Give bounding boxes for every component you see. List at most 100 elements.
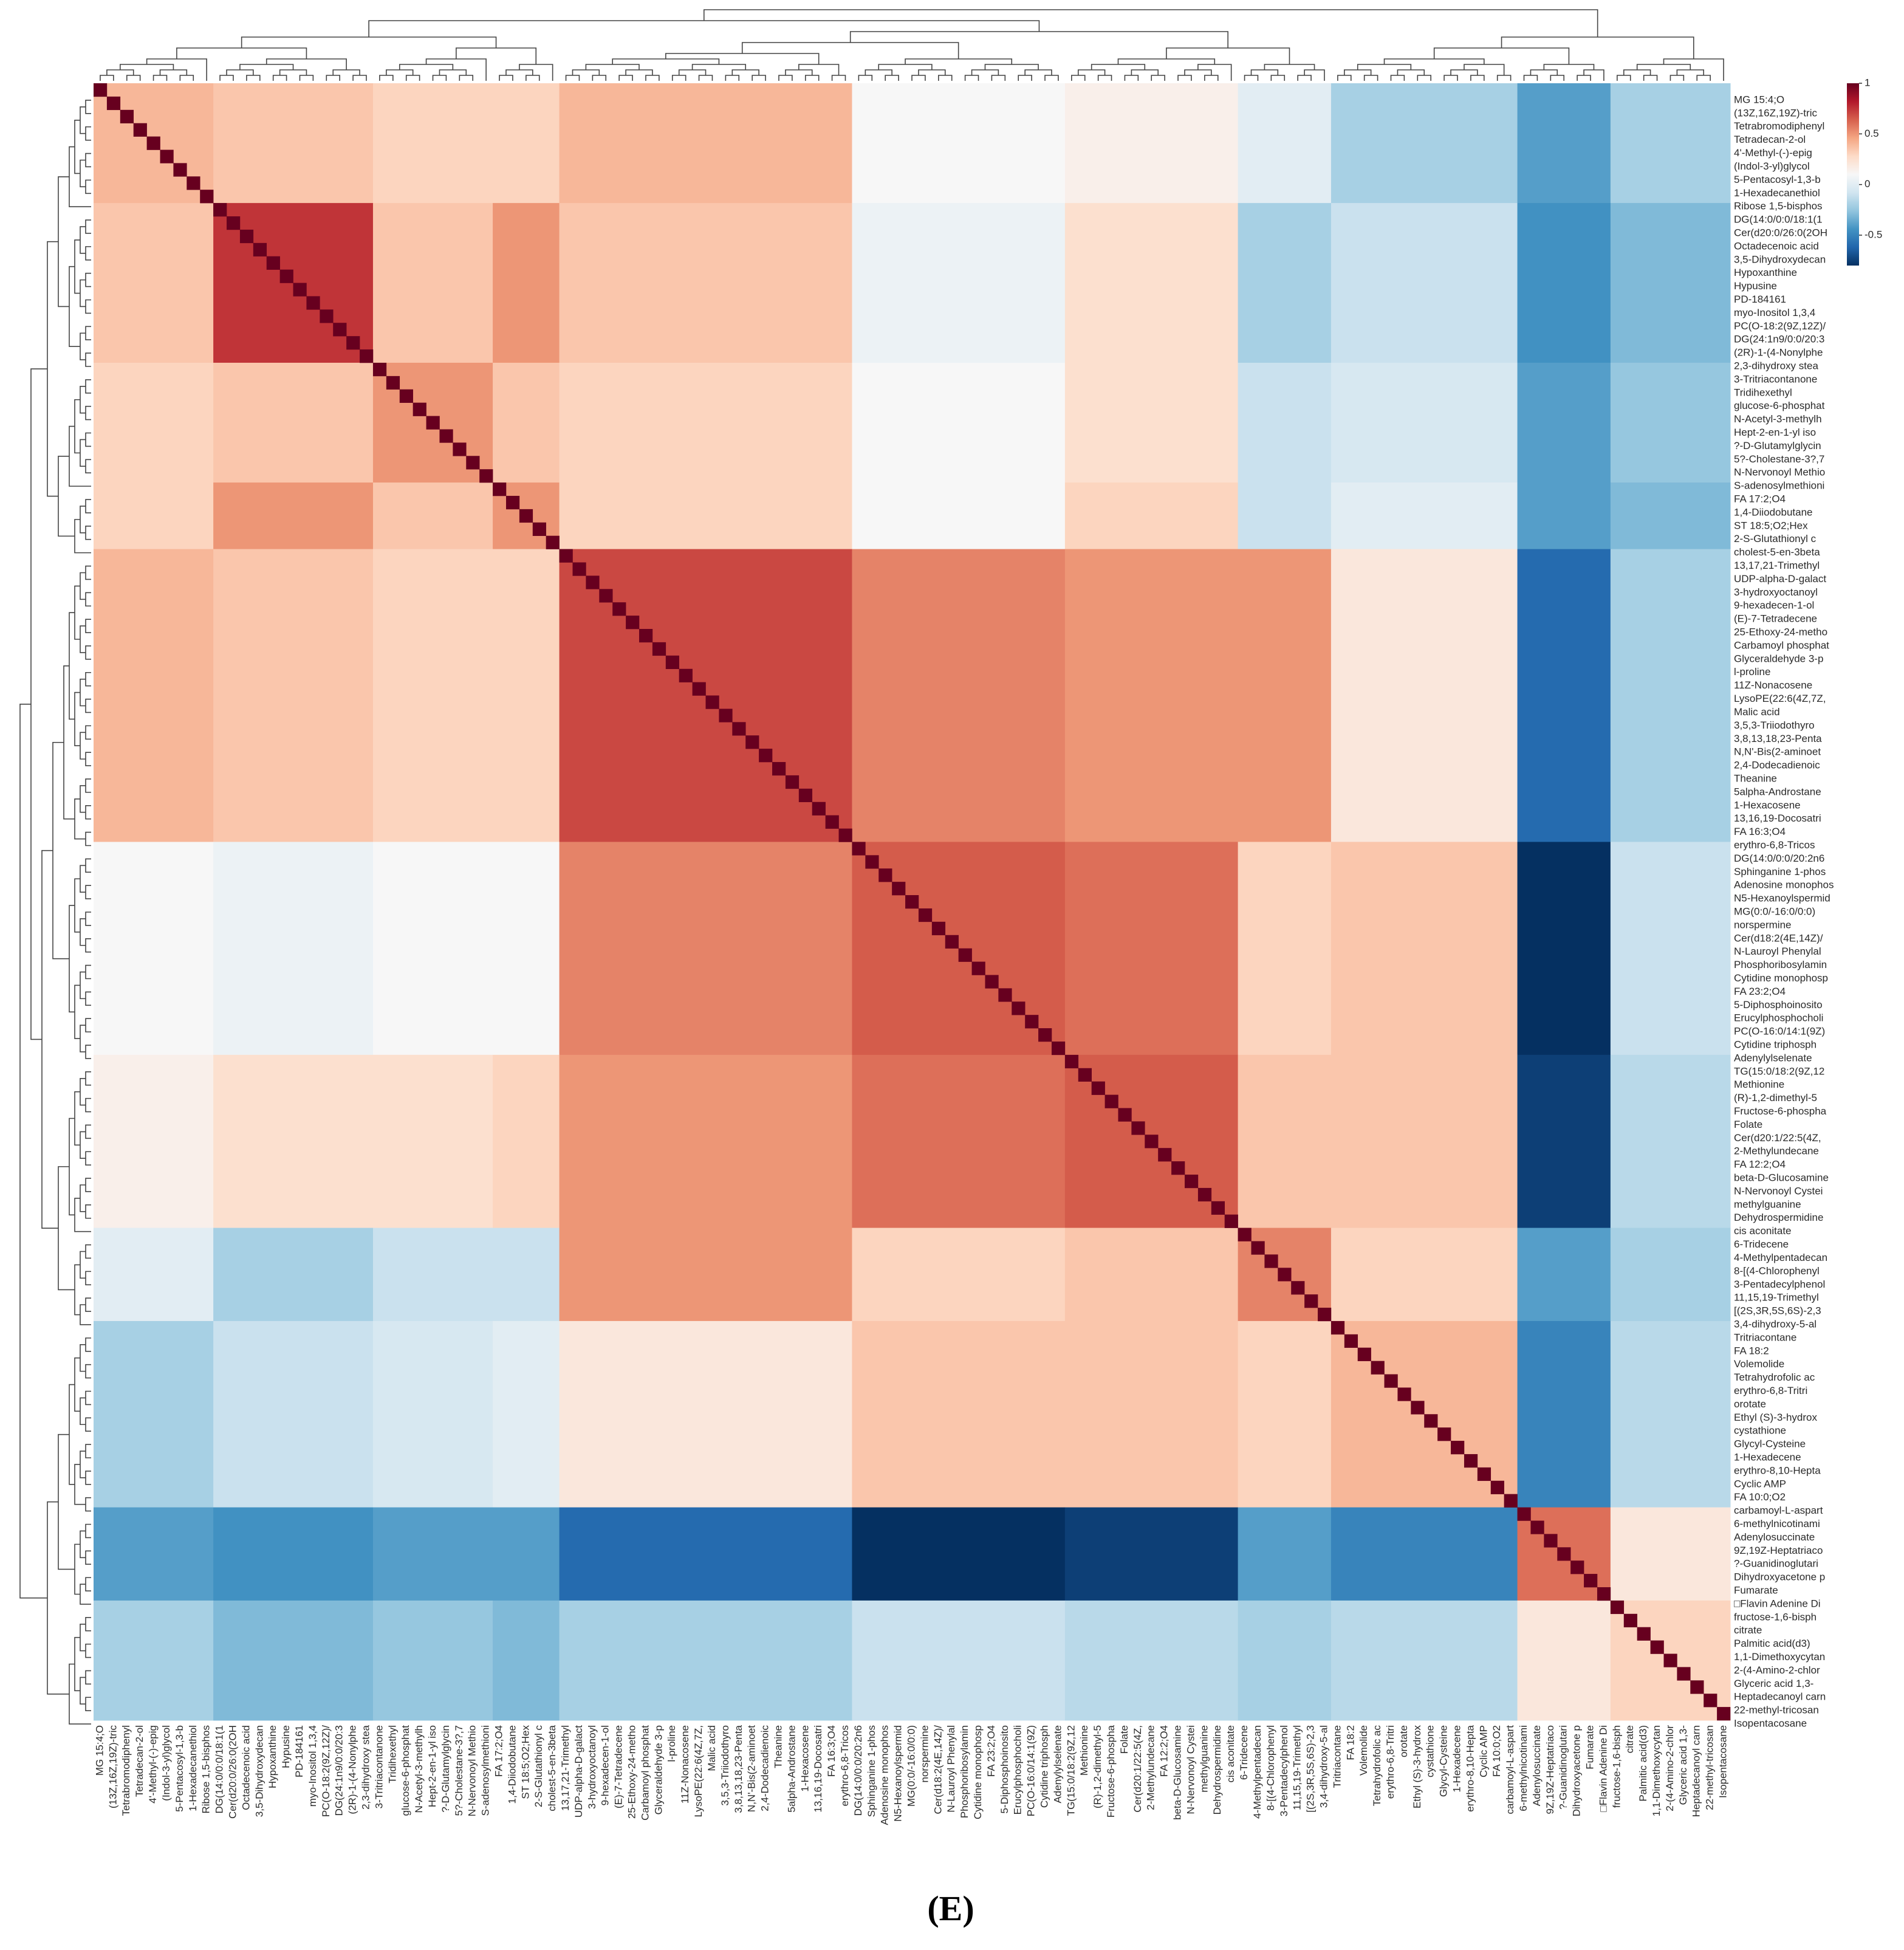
- diagonal-cell: [439, 429, 453, 443]
- diagonal-cell: [1038, 1028, 1052, 1042]
- row-label: Dehydrospermidine: [1734, 1212, 1823, 1223]
- heatmap-block: [372, 1507, 493, 1601]
- diagonal-cell: [1451, 1441, 1465, 1455]
- row-label: 5?-Cholestane-3?,7: [1734, 453, 1824, 465]
- diagonal-cell: [931, 921, 946, 936]
- diagonal-cell: [1251, 1241, 1265, 1255]
- column-label: Heptadecanoyl carn: [1691, 1725, 1702, 1817]
- heatmap-block: [1064, 482, 1239, 550]
- row-label: N-Nervonoyl Cystei: [1734, 1185, 1823, 1196]
- row-label: DG(14:0/0:0/18:1(1: [1734, 214, 1823, 225]
- column-label: (Indol-3-yl)glycol: [160, 1725, 172, 1801]
- dendrogram-line: [459, 75, 474, 81]
- row-label: 5-Pentacosyl-1,3-b: [1734, 174, 1821, 185]
- dendrogram-line: [1091, 64, 1146, 70]
- dendrogram-line: [52, 741, 69, 960]
- heatmap-block: [1238, 482, 1332, 550]
- diagonal-cell: [1211, 1201, 1225, 1215]
- column-label: Volemolide: [1358, 1725, 1369, 1776]
- column-label: 2-(4-Amino-2-chlor: [1664, 1725, 1676, 1811]
- dendrogram-line: [432, 75, 447, 81]
- dendrogram-line: [74, 1636, 80, 1692]
- dendrogram-line: [405, 75, 420, 81]
- diagonal-cell: [1663, 1653, 1677, 1667]
- dendrogram-line: [80, 279, 86, 307]
- diagonal-cell: [1064, 1054, 1079, 1069]
- column-label: 1,1-Dimethoxycytan: [1651, 1725, 1662, 1816]
- row-label: 22-methyl-tricosan: [1734, 1705, 1819, 1716]
- heatmap-block: [1610, 203, 1731, 363]
- dendrogram-line: [505, 69, 533, 75]
- diagonal-cell: [505, 495, 520, 510]
- column-label: Cer(d20:1/22:5(4Z,: [1132, 1725, 1143, 1813]
- column-label: 5alpha-Androstane: [786, 1725, 797, 1813]
- heatmap-block: [213, 842, 374, 1056]
- row-label: Cer(d20:1/22:5(4Z,: [1734, 1132, 1821, 1144]
- dendrogram-line: [80, 106, 86, 134]
- column-label: Glyceraldehyde 3-p: [652, 1725, 664, 1814]
- diagonal-cell: [1411, 1401, 1425, 1415]
- column-label: 3,5,3-Triiodothyro: [719, 1725, 731, 1806]
- dendrogram-line: [1131, 69, 1159, 75]
- heatmap-block: [1610, 83, 1731, 204]
- dendrogram-line: [85, 1643, 91, 1658]
- dendrogram-line: [1250, 69, 1279, 75]
- diagonal-cell: [1424, 1414, 1438, 1428]
- heatmap-block: [1610, 482, 1731, 550]
- column-label: N,N'-Bis(2-aminoet: [746, 1725, 758, 1812]
- row-label: erythro-8,10-Hepta: [1734, 1464, 1821, 1476]
- row-label: Malic acid: [1734, 706, 1780, 718]
- column-label: Theanine: [772, 1725, 784, 1768]
- column-label: DG(14:0/0:0/20:2n6: [852, 1725, 864, 1816]
- column-label: Folate: [1118, 1725, 1130, 1754]
- row-label: 9Z,19Z-Heptatriaco: [1734, 1545, 1823, 1556]
- heatmap-block: [852, 1507, 1066, 1601]
- row-label: 8-[(4-Chlorophenyl: [1734, 1265, 1820, 1277]
- dendrogram-line: [85, 432, 91, 447]
- row-label: (Indol-3-yl)glycol: [1734, 160, 1810, 172]
- column-label: 11Z-Nonacosene: [679, 1725, 691, 1804]
- dendrogram-line: [272, 75, 287, 81]
- column-label: (E)-7-Tetradecene: [613, 1725, 625, 1808]
- diagonal-cell: [94, 83, 108, 97]
- dendrogram-line: [85, 619, 91, 633]
- row-label: 1-Hexacosene: [1734, 799, 1801, 811]
- dendrogram-line: [612, 58, 720, 64]
- diagonal-cell: [1610, 1600, 1625, 1615]
- dendrogram-line: [386, 69, 414, 75]
- column-label: Palmitic acid(d3): [1637, 1725, 1649, 1802]
- column-label: 2-S-Glutathionyl c: [533, 1725, 544, 1808]
- column-label: Tetrahydrofolic ac: [1371, 1725, 1383, 1807]
- heatmap-block: [559, 362, 852, 483]
- diagonal-cell: [639, 629, 653, 643]
- heatmap-block: [94, 842, 214, 1056]
- row-label: Adenylylselenate: [1734, 1052, 1812, 1063]
- heatmap-block: [94, 1054, 214, 1229]
- dendrogram-line: [85, 1178, 91, 1192]
- dendrogram-line: [80, 625, 86, 653]
- column-label: 5-Pentacosyl-1,3-b: [174, 1725, 185, 1812]
- heatmap-block: [559, 1054, 852, 1229]
- column-label: Carbamoyl phosphat: [639, 1725, 651, 1821]
- dendrogram-line: [30, 368, 47, 1040]
- dendrogram-line: [1450, 69, 1478, 75]
- heatmap-block: [559, 482, 852, 550]
- dendrogram-line: [831, 75, 846, 81]
- row-label: Sphinganine 1-phos: [1734, 866, 1826, 877]
- heatmap-block: [852, 83, 1066, 204]
- column-label: 6-Tridecene: [1238, 1725, 1250, 1780]
- column-label: 5?-Cholestane-3?,7: [453, 1725, 465, 1816]
- row-label: TG(15:0/18:2(9Z,12: [1734, 1065, 1824, 1077]
- row-label: Palmitic acid(d3): [1734, 1638, 1810, 1649]
- dendrogram-line: [74, 585, 80, 640]
- column-label: Hypusine: [280, 1725, 292, 1768]
- heatmap-block: [493, 203, 560, 363]
- row-label: 11Z-Nonacosene: [1734, 679, 1812, 691]
- column-label: UDP-alpha-D-galact: [573, 1725, 584, 1818]
- dendrogram-line: [971, 69, 999, 75]
- diagonal-cell: [1171, 1161, 1185, 1175]
- column-label: l-proline: [666, 1725, 677, 1762]
- colorbar-tick-label: -0.5: [1865, 228, 1882, 240]
- row-label: cis aconitate: [1734, 1225, 1792, 1237]
- dendrogram-line: [85, 526, 91, 540]
